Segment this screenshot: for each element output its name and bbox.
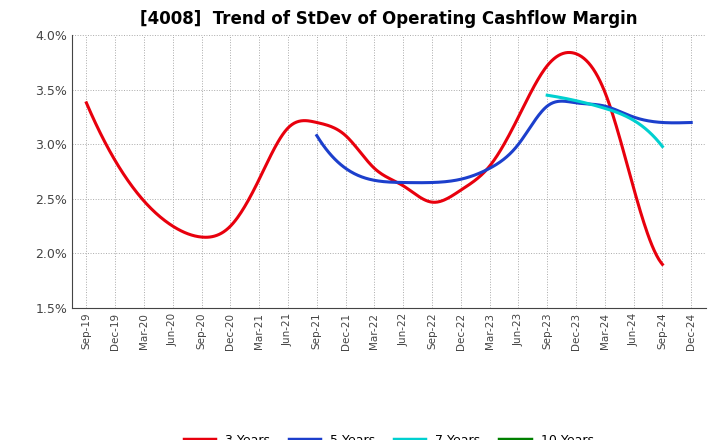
Title: [4008]  Trend of StDev of Operating Cashflow Margin: [4008] Trend of StDev of Operating Cashf… [140, 10, 637, 28]
Legend: 3 Years, 5 Years, 7 Years, 10 Years: 3 Years, 5 Years, 7 Years, 10 Years [179, 429, 598, 440]
